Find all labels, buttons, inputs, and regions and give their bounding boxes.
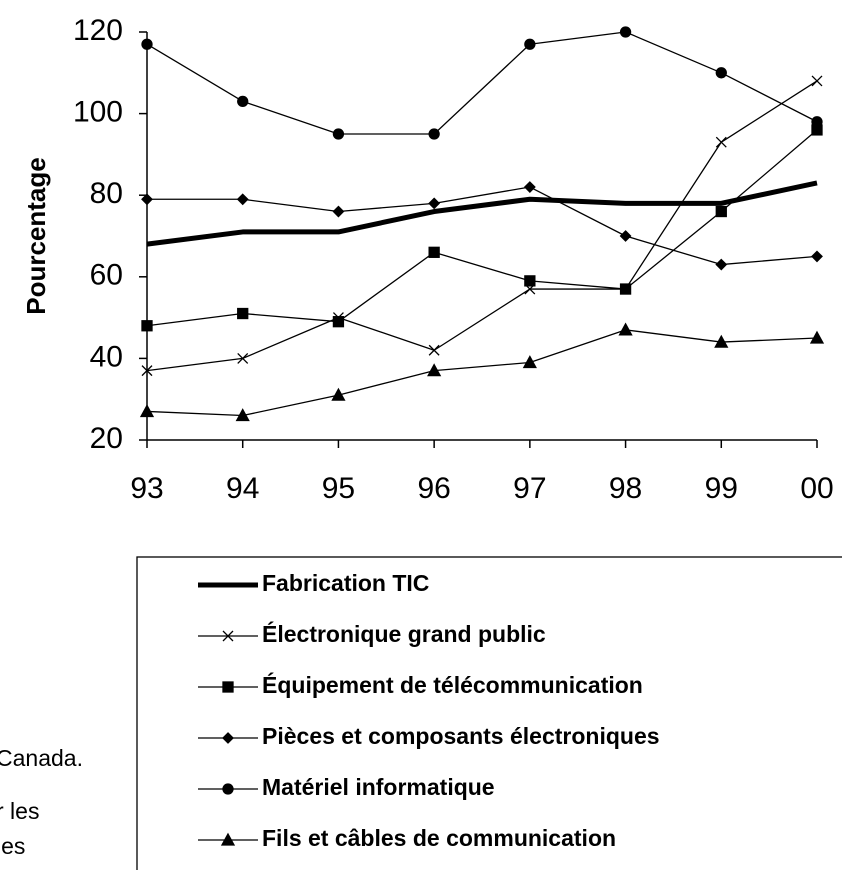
series-line <box>147 186 818 266</box>
marker <box>141 38 153 50</box>
marker <box>222 630 234 642</box>
marker <box>141 320 153 332</box>
marker <box>236 193 249 206</box>
marker <box>220 832 236 846</box>
marker <box>619 283 632 295</box>
marker <box>237 307 249 320</box>
x-tick-label: 95 <box>322 472 355 505</box>
marker <box>524 38 536 50</box>
y-tick-label: 120 <box>73 14 123 47</box>
note: les <box>0 833 25 859</box>
marker <box>522 355 537 369</box>
marker <box>428 128 440 140</box>
marker <box>428 197 441 210</box>
marker <box>524 275 536 287</box>
legend-label: Fils et câbles de communication <box>262 825 616 851</box>
legend-label: Matériel informatique <box>262 774 495 800</box>
x-tick-label: 96 <box>417 472 450 505</box>
marker <box>237 95 249 108</box>
y-tick-label: 100 <box>73 96 123 129</box>
legend-label: Électronique grand public <box>262 620 546 647</box>
x-tick-label: 93 <box>130 472 163 505</box>
series-line <box>146 31 818 135</box>
marker <box>141 365 153 377</box>
marker <box>428 344 440 356</box>
y-tick-label: 40 <box>90 340 123 373</box>
legend-label: Pièces et composants électroniques <box>262 723 660 749</box>
marker <box>427 363 442 377</box>
marker <box>618 322 633 336</box>
marker <box>714 334 729 348</box>
y-tick-label: 60 <box>90 259 123 292</box>
marker <box>811 75 823 87</box>
marker <box>811 250 823 263</box>
note: r les <box>0 798 39 824</box>
marker <box>222 732 234 744</box>
marker <box>332 205 345 218</box>
x-tick-label: 99 <box>705 472 738 505</box>
x-tick-label: 97 <box>513 472 546 505</box>
marker <box>235 408 250 422</box>
marker <box>715 258 728 271</box>
note: Canada. <box>0 745 83 771</box>
marker <box>332 128 345 140</box>
marker <box>331 387 346 401</box>
x-tick-label: 00 <box>800 472 833 505</box>
legend-label: Fabrication TIC <box>262 570 429 596</box>
marker <box>619 230 632 242</box>
series-line <box>146 80 818 372</box>
series-line <box>146 180 818 247</box>
marker <box>237 352 249 364</box>
marker <box>141 193 153 206</box>
y-axis-label: Pourcentage <box>21 157 51 315</box>
marker <box>715 205 727 218</box>
marker <box>715 67 727 79</box>
x-tick-label: 98 <box>609 472 642 505</box>
marker <box>222 681 234 693</box>
y-tick-label: 80 <box>90 177 123 210</box>
series-line <box>146 329 818 417</box>
series-line <box>146 129 818 327</box>
marker <box>715 136 727 148</box>
marker <box>222 783 234 795</box>
legend-label: Équipement de télécommunication <box>262 671 643 698</box>
marker <box>811 116 823 128</box>
x-tick-label: 94 <box>226 472 259 505</box>
marker <box>523 181 536 193</box>
marker <box>139 404 155 418</box>
marker <box>332 316 345 328</box>
marker <box>809 330 825 344</box>
legend-box <box>136 556 842 870</box>
marker <box>428 246 440 258</box>
marker <box>619 26 632 38</box>
y-tick-label: 20 <box>90 422 123 455</box>
